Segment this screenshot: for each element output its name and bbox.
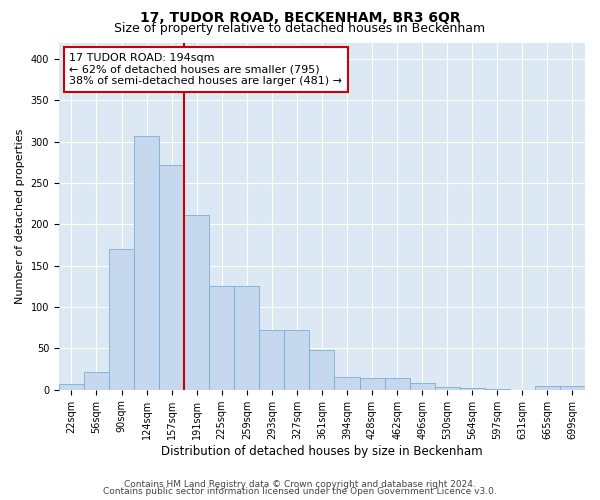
Bar: [59, 384, 84, 390]
Text: Size of property relative to detached houses in Beckenham: Size of property relative to detached ho…: [115, 22, 485, 35]
Bar: [560, 386, 585, 390]
Text: Contains HM Land Registry data © Crown copyright and database right 2024.: Contains HM Land Registry data © Crown c…: [124, 480, 476, 489]
Bar: [410, 383, 434, 390]
Bar: [234, 286, 259, 390]
Text: 17, TUDOR ROAD, BECKENHAM, BR3 6QR: 17, TUDOR ROAD, BECKENHAM, BR3 6QR: [140, 11, 460, 25]
Bar: [84, 372, 109, 390]
Bar: [109, 249, 134, 390]
Bar: [535, 386, 560, 390]
Bar: [284, 330, 310, 390]
X-axis label: Distribution of detached houses by size in Beckenham: Distribution of detached houses by size …: [161, 444, 483, 458]
Bar: [259, 330, 284, 390]
Bar: [434, 387, 460, 390]
Text: Contains public sector information licensed under the Open Government Licence v3: Contains public sector information licen…: [103, 487, 497, 496]
Bar: [209, 286, 234, 390]
Bar: [134, 136, 159, 390]
Bar: [460, 388, 485, 390]
Bar: [184, 216, 209, 390]
Y-axis label: Number of detached properties: Number of detached properties: [15, 128, 25, 304]
Bar: [159, 165, 184, 390]
Text: 17 TUDOR ROAD: 194sqm
← 62% of detached houses are smaller (795)
38% of semi-det: 17 TUDOR ROAD: 194sqm ← 62% of detached …: [70, 53, 343, 86]
Bar: [359, 378, 385, 390]
Bar: [310, 350, 334, 390]
Bar: [334, 378, 359, 390]
Bar: [485, 389, 510, 390]
Bar: [385, 378, 410, 390]
